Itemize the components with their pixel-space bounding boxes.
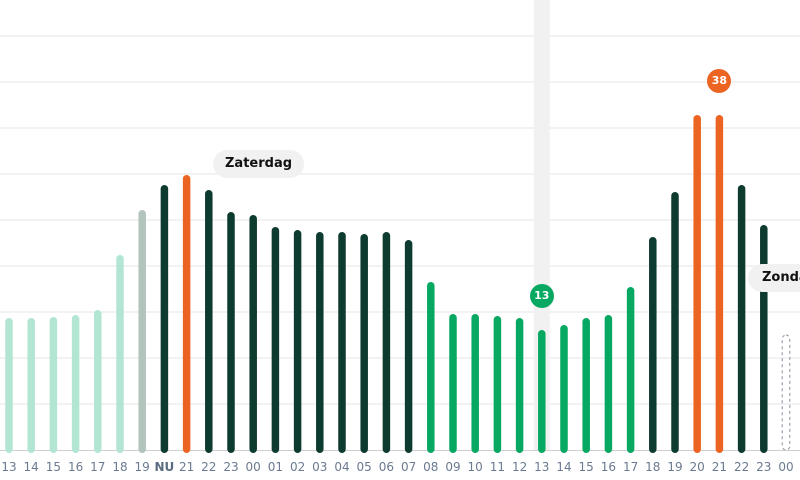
tick-label-23: 12 bbox=[512, 460, 527, 474]
bar-23-10[interactable] bbox=[227, 212, 235, 453]
tick-label-19: 08 bbox=[423, 460, 438, 474]
tick-label-27: 16 bbox=[601, 460, 616, 474]
bar-10-21[interactable] bbox=[471, 314, 479, 453]
value-badge-selected: 13 bbox=[529, 284, 554, 308]
bar-21-8[interactable] bbox=[182, 175, 191, 453]
tick-label-4: 17 bbox=[90, 460, 105, 474]
tick-label-2: 15 bbox=[46, 460, 61, 474]
bar-18-5[interactable] bbox=[116, 255, 124, 453]
selected-hour-band bbox=[533, 0, 550, 450]
bar-09-20[interactable] bbox=[449, 314, 457, 453]
bar-00-11[interactable] bbox=[249, 215, 257, 453]
bar-22-33[interactable] bbox=[737, 185, 746, 453]
bar-19-30[interactable] bbox=[671, 192, 679, 453]
tick-label-6: 19 bbox=[135, 460, 150, 474]
tick-label-12: 01 bbox=[268, 460, 283, 474]
tick-label-14: 03 bbox=[312, 460, 327, 474]
tick-label-33: 22 bbox=[734, 460, 749, 474]
tick-label-8: 21 bbox=[179, 460, 194, 474]
tick-label-25: 14 bbox=[556, 460, 571, 474]
grid-lines bbox=[0, 35, 800, 451]
bar-23-34[interactable] bbox=[760, 225, 768, 453]
tick-label-20: 09 bbox=[445, 460, 460, 474]
bar-14-25[interactable] bbox=[560, 325, 568, 453]
tick-label-9: 22 bbox=[201, 460, 216, 474]
bar-22-9[interactable] bbox=[205, 190, 213, 453]
tick-label-26: 15 bbox=[579, 460, 594, 474]
tick-label-31: 20 bbox=[690, 460, 705, 474]
tick-label-18: 07 bbox=[401, 460, 416, 474]
tick-label-17: 06 bbox=[379, 460, 394, 474]
bar-08-19[interactable] bbox=[427, 282, 435, 453]
bar-05-16[interactable] bbox=[360, 234, 368, 453]
tick-label-11: 00 bbox=[246, 460, 261, 474]
bar-14-1[interactable] bbox=[27, 318, 35, 453]
bar-20-31[interactable] bbox=[693, 115, 701, 453]
bar-17-28[interactable] bbox=[626, 287, 635, 453]
value-badge-peak: 38 bbox=[707, 69, 732, 93]
bar-02-13[interactable] bbox=[293, 230, 302, 453]
bar-12-23[interactable] bbox=[515, 318, 524, 453]
tick-label-28: 17 bbox=[623, 460, 638, 474]
tick-label-15: 04 bbox=[334, 460, 349, 474]
tick-label-35: 00 bbox=[778, 460, 793, 474]
bar-01-12[interactable] bbox=[271, 227, 280, 453]
tick-label-21: 10 bbox=[468, 460, 483, 474]
bar-03-14[interactable] bbox=[316, 232, 324, 453]
tick-label-34: 23 bbox=[756, 460, 771, 474]
tick-label-13: 02 bbox=[290, 460, 305, 474]
bar-17-4[interactable] bbox=[94, 310, 102, 453]
day-label-saturday: Zaterdag bbox=[213, 150, 305, 178]
bar-13-24[interactable] bbox=[538, 330, 546, 453]
tick-label-29: 18 bbox=[645, 460, 660, 474]
tick-label-32: 21 bbox=[712, 460, 727, 474]
highlight-band bbox=[533, 0, 550, 450]
day-label-sunday: Zonda bbox=[748, 264, 800, 292]
tick-label-1: 14 bbox=[24, 460, 39, 474]
tick-label-16: 05 bbox=[357, 460, 372, 474]
bar-11-22[interactable] bbox=[493, 316, 502, 453]
bar-19-6[interactable] bbox=[138, 210, 146, 453]
bars bbox=[5, 115, 791, 453]
tick-label-30: 19 bbox=[667, 460, 682, 474]
bar-13-0[interactable] bbox=[5, 318, 13, 453]
bar-06-17[interactable] bbox=[382, 232, 391, 453]
tick-label-5: 18 bbox=[112, 460, 127, 474]
bar-07-18[interactable] bbox=[404, 240, 413, 453]
bar-15-2[interactable] bbox=[49, 317, 58, 453]
tick-label-7: NU bbox=[155, 460, 175, 474]
bar-04-15[interactable] bbox=[338, 232, 346, 453]
bar-18-29[interactable] bbox=[649, 237, 657, 453]
bar-nu-7[interactable] bbox=[160, 185, 169, 453]
bar-21-32[interactable] bbox=[715, 115, 724, 453]
tick-label-3: 16 bbox=[68, 460, 83, 474]
tick-label-0: 13 bbox=[1, 460, 16, 474]
x-tick-labels: 13 14 15 16 17 18 19 NU 21 22 23 00 01 02 03 04 05 06 07 08… bbox=[1, 460, 793, 474]
tick-label-22: 11 bbox=[490, 460, 505, 474]
bar-00-35[interactable] bbox=[781, 334, 791, 451]
bar-16-27[interactable] bbox=[604, 315, 613, 453]
bar-15-26[interactable] bbox=[582, 318, 590, 453]
tick-label-10: 23 bbox=[223, 460, 238, 474]
bar-16-3[interactable] bbox=[71, 315, 80, 453]
tick-label-24: 13 bbox=[534, 460, 549, 474]
